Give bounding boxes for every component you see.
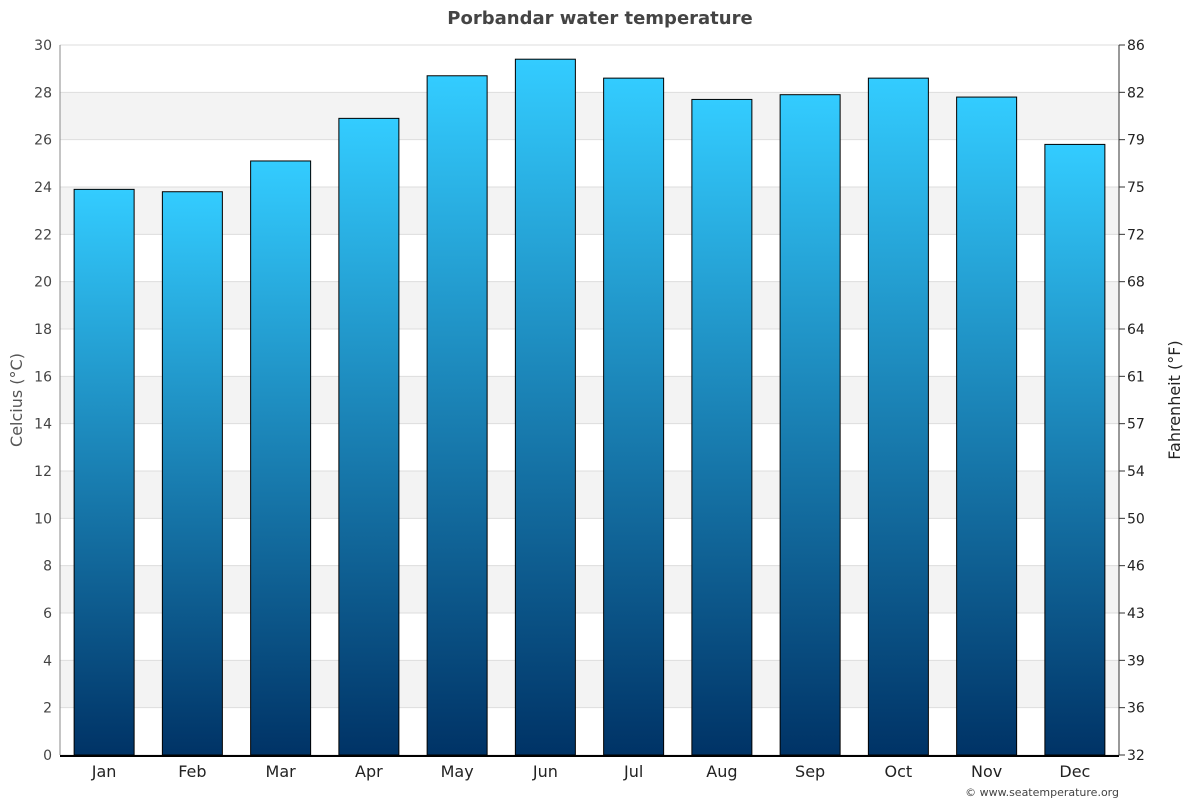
bar-aug xyxy=(691,98,753,756)
x-tick-label: Aug xyxy=(706,762,737,781)
y-tick-label: 26 xyxy=(34,133,52,149)
y2-tick-label: 79 xyxy=(1127,133,1145,149)
x-tick-label: Jun xyxy=(532,762,558,781)
y2-tick-label: 39 xyxy=(1127,653,1145,669)
x-tick-label: Sep xyxy=(795,762,825,781)
y2-tick-label: 36 xyxy=(1127,701,1145,717)
y2-axis-label: Fahrenheit (°F) xyxy=(1165,340,1184,459)
bar-sep xyxy=(779,94,841,756)
chart-title: Porbandar water temperature xyxy=(447,8,752,29)
y2-tick-label: 46 xyxy=(1127,559,1145,575)
y-axis-label: Celcius (°C) xyxy=(7,353,26,447)
y2-tick-label: 57 xyxy=(1127,417,1145,433)
y2-tick-label: 50 xyxy=(1127,511,1145,527)
y-tick-label: 0 xyxy=(43,748,52,764)
y-tick-label: 24 xyxy=(34,180,52,196)
y-tick-label: 2 xyxy=(43,701,52,717)
y-tick-label: 10 xyxy=(34,511,52,527)
x-tick-label: Feb xyxy=(178,762,206,781)
y2-tick-label: 54 xyxy=(1127,464,1145,480)
bar-feb xyxy=(161,191,223,756)
y-tick-label: 6 xyxy=(43,606,52,622)
bar-dec xyxy=(1044,143,1106,756)
footer-credit: © www.seatemperature.org xyxy=(965,786,1119,799)
grid-band xyxy=(60,281,1119,329)
y-tick-label: 22 xyxy=(34,227,52,243)
grid-band xyxy=(60,660,1119,708)
y-tick-label: 14 xyxy=(34,417,52,433)
y2-tick-label: 75 xyxy=(1127,180,1145,196)
y2-tick-label: 72 xyxy=(1127,227,1145,243)
grid-band xyxy=(60,565,1119,613)
x-tick-label: Oct xyxy=(885,762,913,781)
y-tick-label: 12 xyxy=(34,464,52,480)
grid-band xyxy=(60,187,1119,235)
y2-tick-label: 61 xyxy=(1127,369,1145,385)
y2-tick-label: 68 xyxy=(1127,275,1145,291)
y-tick-label: 20 xyxy=(34,275,52,291)
bar-jun xyxy=(514,58,576,756)
y2-tick-label: 32 xyxy=(1127,748,1145,764)
x-tick-label: Jan xyxy=(91,762,117,781)
x-tick-label: Nov xyxy=(971,762,1002,781)
y-tick-label: 18 xyxy=(34,322,52,338)
y2-tick-label: 82 xyxy=(1127,85,1145,101)
grid-band xyxy=(60,471,1119,519)
bar-jan xyxy=(73,188,135,756)
grid-band xyxy=(60,92,1119,140)
bar-mar xyxy=(250,160,312,756)
bar-nov xyxy=(956,96,1018,756)
bar-may xyxy=(426,75,488,756)
x-tick-label: Apr xyxy=(355,762,383,781)
y-tick-label: 16 xyxy=(34,369,52,385)
x-tick-label: Jul xyxy=(623,762,643,781)
y-tick-label: 30 xyxy=(34,38,52,54)
bar-oct xyxy=(867,77,929,756)
x-tick-label: Dec xyxy=(1059,762,1090,781)
y-tick-label: 8 xyxy=(43,559,52,575)
x-tick-label: May xyxy=(441,762,474,781)
grid-band xyxy=(60,376,1119,424)
y2-tick-label: 64 xyxy=(1127,322,1145,338)
bar-apr xyxy=(338,117,400,756)
y2-tick-label: 43 xyxy=(1127,606,1145,622)
x-tick-label: Mar xyxy=(266,762,297,781)
y-tick-label: 4 xyxy=(43,653,52,669)
bar-jul xyxy=(603,77,665,756)
y2-tick-label: 86 xyxy=(1127,38,1145,54)
y-tick-label: 28 xyxy=(34,85,52,101)
